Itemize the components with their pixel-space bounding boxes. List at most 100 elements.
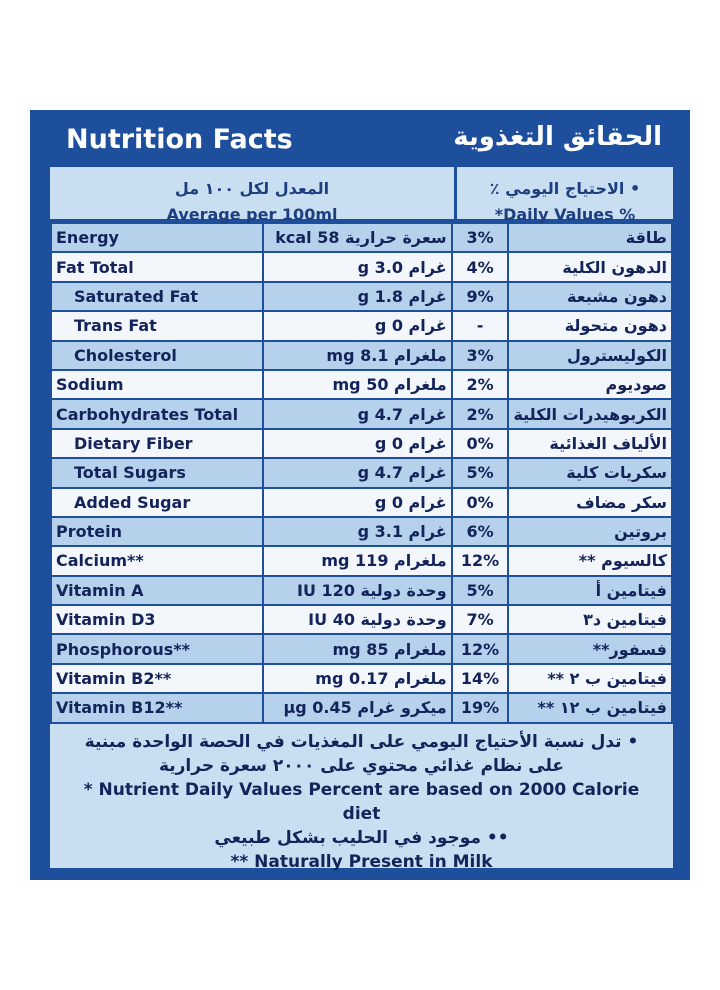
daily-value: 7%	[450, 604, 510, 636]
nutrient-name-ar: الكوليسترول	[507, 339, 673, 371]
daily-value: -	[450, 310, 510, 342]
nutrient-name-ar: فيتامين أ	[507, 574, 673, 607]
column-headers: المعدل لكل ١٠٠ مل Average per 100ml • الا…	[50, 167, 673, 224]
nutrient-name-en: Vitamin B2**	[49, 662, 265, 695]
nutrient-name-ar: طاقة	[507, 221, 673, 254]
nutrient-name-ar: فيتامين د٣	[507, 604, 673, 636]
daily-value: 12%	[450, 545, 510, 577]
daily-value: 5%	[450, 574, 510, 607]
nutrient-amount: غرام 0 g	[262, 310, 453, 342]
nutrient-name-ar: فسفور**	[507, 633, 673, 665]
nutrient-row: Calcium** ملغرام 119 mg 12% كالسيوم **	[49, 545, 673, 577]
nutrient-amount: ملغرام 85 mg	[262, 633, 453, 665]
nutrient-row: Carbohydrates Total غرام 4.7 g 2% الكربوهيد…	[49, 398, 673, 430]
nutrient-name-en: Protein	[49, 515, 265, 548]
nutrient-row: Dietary Fiber غرام 0 g 0% الألياف الغذائية	[49, 427, 673, 460]
nutrient-row: Cholesterol ملغرام 8.1 mg 3% الكوليسترول	[49, 339, 673, 371]
nutrient-name-en: Calcium**	[49, 545, 265, 577]
note-natural-ar: •• موجود في الحليب بشكل طبيعي	[214, 827, 509, 848]
title-ar: الحقائق التغذوية	[453, 122, 662, 152]
nutrient-name-ar: سكر مضاف	[507, 486, 673, 518]
nutrient-row: Vitamin B2** ملغرام 0.17 mg 14% فيتامين ب ٢…	[49, 662, 673, 695]
daily-value: 14%	[450, 662, 510, 695]
nutrient-name-en: Vitamin A	[49, 574, 265, 607]
title-en: Nutrition Facts	[66, 124, 293, 155]
nutrient-row: Added Sugar غرام 0 g 0% سكر مضاف	[49, 486, 673, 518]
nutrient-name-ar: الألياف الغذائية	[507, 427, 673, 460]
nutrient-amount: غرام 4.7 g	[262, 457, 453, 489]
note-dv-ar: • تدل نسبة الأحتياج اليومي على المغذيات …	[84, 731, 639, 776]
nutrient-amount: غرام 0 g	[262, 486, 453, 518]
daily-value: 0%	[450, 427, 510, 460]
nutrient-name-en: Fat Total	[49, 251, 265, 283]
label-panel: Nutrition Facts الحقائق التغذوية المعدل …	[30, 110, 690, 880]
nutrient-name-en: Cholesterol	[49, 339, 265, 371]
nutrient-name-en: Vitamin B12**	[49, 692, 265, 724]
amount-header: المعدل لكل ١٠٠ مل Average per 100ml	[50, 167, 457, 224]
nutrient-name-en: Carbohydrates Total	[49, 398, 265, 430]
nutrient-row: Energy سعرة حرارية 58 kcal 3% طاقة	[49, 221, 673, 254]
nutrient-name-ar: الكربوهيدرات الكلية	[507, 398, 673, 430]
note-dv-en: * Nutrient Daily Values Percent are base…	[83, 779, 640, 824]
daily-value: 2%	[450, 368, 510, 401]
nutrient-name-en: Dietary Fiber	[49, 427, 265, 460]
amount-header-ar: المعدل لكل ١٠٠ مل	[174, 179, 330, 198]
nutrient-amount: غرام 0 g	[262, 427, 453, 460]
daily-value: 6%	[450, 515, 510, 548]
notes: • تدل نسبة الأحتياج اليومي على المغذيات …	[50, 724, 673, 880]
dv-header-ar: • الاحتياج اليومي ٪	[489, 179, 641, 198]
nutrient-name-ar: دهون متحولة	[507, 310, 673, 342]
nutrient-amount: ميكرو غرام 0.45 µg	[262, 692, 453, 724]
nutrient-name-ar: الدهون الكلية	[507, 251, 673, 283]
nutrient-row: Protein غرام 3.1 g 6% بروتين	[49, 515, 673, 548]
dv-header-en: *Daily Values %	[494, 205, 636, 224]
nutrient-row: Vitamin A وحدة دولية 120 IU 5% فيتامين أ	[49, 574, 673, 607]
nutrient-name-ar: دهون مشبعة	[507, 280, 673, 313]
daily-value: 0%	[450, 486, 510, 518]
nutrient-name-ar: صوديوم	[507, 368, 673, 401]
nutrient-amount: غرام 1.8 g	[262, 280, 453, 313]
nutrient-amount: ملغرام 8.1 mg	[262, 339, 453, 371]
nutrient-name-ar: فيتامين ب ١٢ **	[507, 692, 673, 724]
nutrient-amount: غرام 3.0 g	[262, 251, 453, 283]
note-natural-en: ** Naturally Present in Milk	[230, 851, 493, 872]
nutrient-amount: سعرة حرارية 58 kcal	[262, 221, 453, 254]
nutrient-row: Vitamin B12** ميكرو غرام 0.45 µg 19% فيتامي…	[49, 692, 673, 724]
nutrient-name-en: Sodium	[49, 368, 265, 401]
nutrient-name-ar: كالسيوم **	[507, 545, 673, 577]
title-band: Nutrition Facts الحقائق التغذوية	[30, 110, 690, 165]
nutrient-row: Phosphorous** ملغرام 85 mg 12% فسفور**	[49, 633, 673, 665]
daily-value: 19%	[450, 692, 510, 724]
daily-value: 12%	[450, 633, 510, 665]
nutrient-row: Sodium ملغرام 50 mg 2% صوديوم	[49, 368, 673, 401]
nutrient-name-en: Vitamin D3	[49, 604, 265, 636]
nutrient-row: Vitamin D3 وحدة دولية 40 IU 7% فيتامين د٣	[49, 604, 673, 636]
nutrient-row: Fat Total غرام 3.0 g 4% الدهون الكلية	[49, 251, 673, 283]
nutrient-name-en: Total Sugars	[49, 457, 265, 489]
daily-value: 3%	[450, 221, 510, 254]
nutrient-amount: ملغرام 50 mg	[262, 368, 453, 401]
nutrient-name-ar: فيتامين ب ٢ **	[507, 662, 673, 695]
daily-value: 2%	[450, 398, 510, 430]
nutrient-amount: وحدة دولية 40 IU	[262, 604, 453, 636]
nutrient-name-en: Energy	[49, 221, 265, 254]
daily-value: 9%	[450, 280, 510, 313]
nutrient-row: Total Sugars غرام 4.7 g 5% سكريات كلية	[49, 457, 673, 489]
daily-value: 3%	[450, 339, 510, 371]
nutrient-amount: وحدة دولية 120 IU	[262, 574, 453, 607]
nutrient-name-ar: سكريات كلية	[507, 457, 673, 489]
nutrient-row: Trans Fat غرام 0 g - دهون متحولة	[49, 310, 673, 342]
nutrient-name-en: Phosphorous**	[49, 633, 265, 665]
nutrient-amount: ملغرام 0.17 mg	[262, 662, 453, 695]
nutrient-name-en: Added Sugar	[49, 486, 265, 518]
daily-value: 4%	[450, 251, 510, 283]
dv-header: • الاحتياج اليومي ٪ *Daily Values %	[457, 167, 673, 224]
amount-header-en: Average per 100ml	[166, 205, 338, 224]
daily-value: 5%	[450, 457, 510, 489]
nutrient-name-en: Saturated Fat	[49, 280, 265, 313]
rows: Energy سعرة حرارية 58 kcal 3% طاقة Fat Total…	[49, 221, 673, 724]
nutrient-name-ar: بروتين	[507, 515, 673, 548]
nutrient-row: Saturated Fat غرام 1.8 g 9% دهون مشبعة	[49, 280, 673, 313]
nutrient-name-en: Trans Fat	[49, 310, 265, 342]
